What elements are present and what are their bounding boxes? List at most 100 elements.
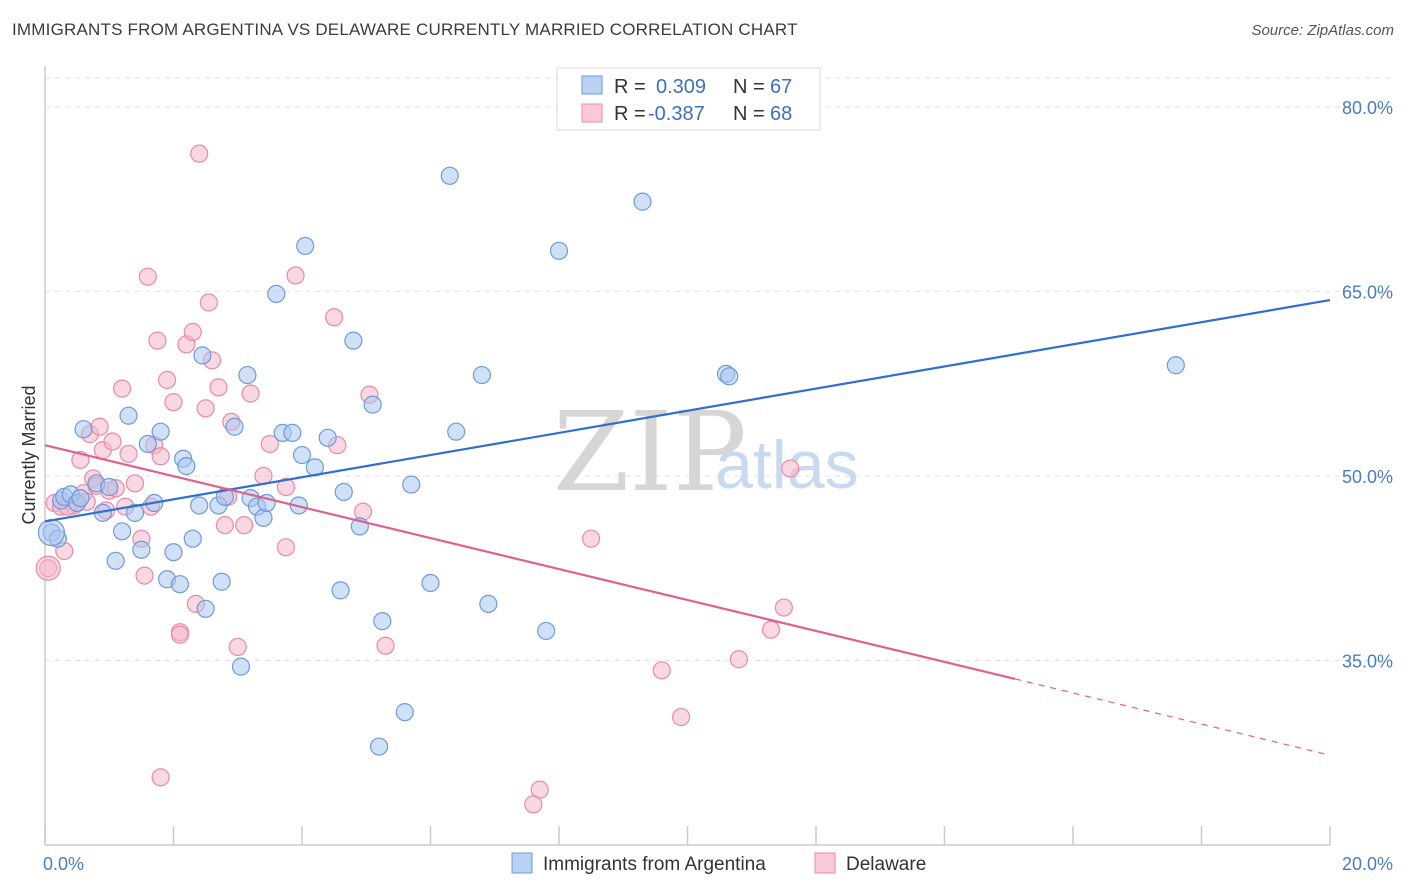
stats-r-value-pink: -0.387 (648, 103, 705, 125)
argentina-point (402, 475, 421, 494)
argentina-point (318, 428, 337, 447)
x-tick-label-min: 0.0% (43, 854, 84, 874)
delaware-point (353, 502, 373, 521)
argentina-point (331, 581, 350, 600)
delaware-point (90, 417, 109, 436)
stats-n-value-blue: 67 (770, 76, 792, 98)
delaware-trend-line (44, 444, 1016, 680)
stats-swatch-pink (581, 103, 603, 123)
y-tick-label: 80.0% (1342, 98, 1393, 118)
argentina-point (447, 422, 466, 441)
delaware-point (103, 432, 122, 451)
delaware-point (199, 293, 218, 312)
stats-box: R = 0.309 N = 67 R = -0.387 N = 68 (556, 67, 821, 131)
delaware-point (170, 625, 190, 644)
argentina-point (292, 445, 312, 465)
argentina-point (177, 457, 196, 476)
delaware-point (524, 795, 543, 814)
stats-n-label-pink: N = (733, 103, 765, 125)
delaware-point (148, 331, 167, 350)
argentina-point (196, 599, 215, 618)
argentina-point (421, 573, 440, 593)
stats-swatch-blue (581, 75, 603, 95)
argentina-point (183, 529, 202, 548)
argentina-point (720, 367, 739, 386)
delaware-point (190, 144, 209, 163)
stats-r-value-blue: 0.309 (656, 76, 706, 98)
delaware-point (729, 650, 749, 669)
argentina-point (267, 284, 286, 303)
stats-r-label-pink: R = (614, 103, 646, 125)
source-credit: Source: ZipAtlas.com (1251, 22, 1394, 39)
delaware-point (376, 636, 395, 655)
argentina-point (164, 543, 183, 562)
delaware-point (276, 538, 296, 557)
y-tick-label: 35.0% (1342, 651, 1393, 671)
argentina-point (363, 395, 382, 414)
delaware-point (761, 620, 781, 639)
argentina-trend-line (44, 298, 1331, 523)
watermark-zip: ZIP (553, 388, 747, 516)
argentina-point (472, 365, 491, 385)
delaware-point (241, 384, 260, 403)
argentina-point (112, 522, 132, 541)
argentina-point (633, 192, 652, 211)
y-tick-label: 50.0% (1342, 467, 1393, 487)
y-tick-labels: 35.0% 50.0% 65.0% 80.0% (1342, 98, 1393, 672)
argentina-point (296, 236, 315, 256)
delaware-point (135, 566, 154, 585)
argentina-point (170, 575, 190, 594)
argentina-point (106, 551, 125, 570)
delaware-point (215, 516, 234, 535)
argentina-point (74, 420, 93, 439)
delaware-point (781, 459, 800, 478)
stats-n-label-blue: N = (733, 76, 765, 98)
argentina-point (440, 166, 459, 185)
delaware-trend-extension (1015, 678, 1331, 756)
y-axis-label: Currently Married (19, 385, 39, 524)
legend: Immigrants from Argentina Delaware (511, 852, 926, 875)
delaware-point (164, 393, 183, 412)
argentina-point (479, 594, 498, 613)
argentina-point (334, 482, 353, 502)
delaware-point (652, 661, 671, 680)
argentina-point (100, 477, 119, 497)
legend-label-delaware: Delaware (846, 854, 926, 875)
delaware-point (125, 474, 145, 493)
argentina-point (71, 488, 90, 508)
delaware-point-large (35, 555, 61, 581)
legend-swatch-argentina (511, 852, 533, 874)
argentina-point (212, 572, 231, 591)
trend-lines (44, 298, 1331, 756)
argentina-point (119, 406, 138, 425)
argentina-point-large (37, 518, 66, 547)
delaware-point (260, 434, 279, 454)
legend-label-argentina: Immigrants from Argentina (543, 854, 766, 875)
delaware-point (183, 322, 202, 342)
argentina-point (138, 434, 157, 454)
argentina-point (344, 331, 363, 350)
delaware-point (774, 598, 793, 617)
delaware-point (196, 399, 215, 418)
delaware-point (276, 477, 296, 497)
chart-title: IMMIGRANTS FROM ARGENTINA VS DELAWARE CU… (12, 20, 798, 39)
delaware-point (151, 768, 170, 787)
argentina-points (37, 166, 1185, 756)
argentina-point (395, 703, 414, 722)
argentina-point (193, 346, 212, 365)
argentina-point (132, 540, 151, 559)
stats-n-value-pink: 68 (770, 103, 792, 125)
delaware-point (325, 308, 344, 327)
axes (44, 66, 1331, 846)
argentina-point (549, 241, 569, 260)
delaware-point (209, 378, 228, 397)
delaware-point (119, 444, 138, 463)
argentina-point (373, 612, 392, 631)
argentina-point (238, 365, 257, 385)
argentina-point (190, 496, 209, 515)
argentina-point (370, 737, 389, 756)
delaware-point (138, 267, 157, 286)
delaware-point (112, 379, 132, 398)
stats-r-label-blue: R = (614, 76, 646, 98)
delaware-points (35, 144, 800, 814)
